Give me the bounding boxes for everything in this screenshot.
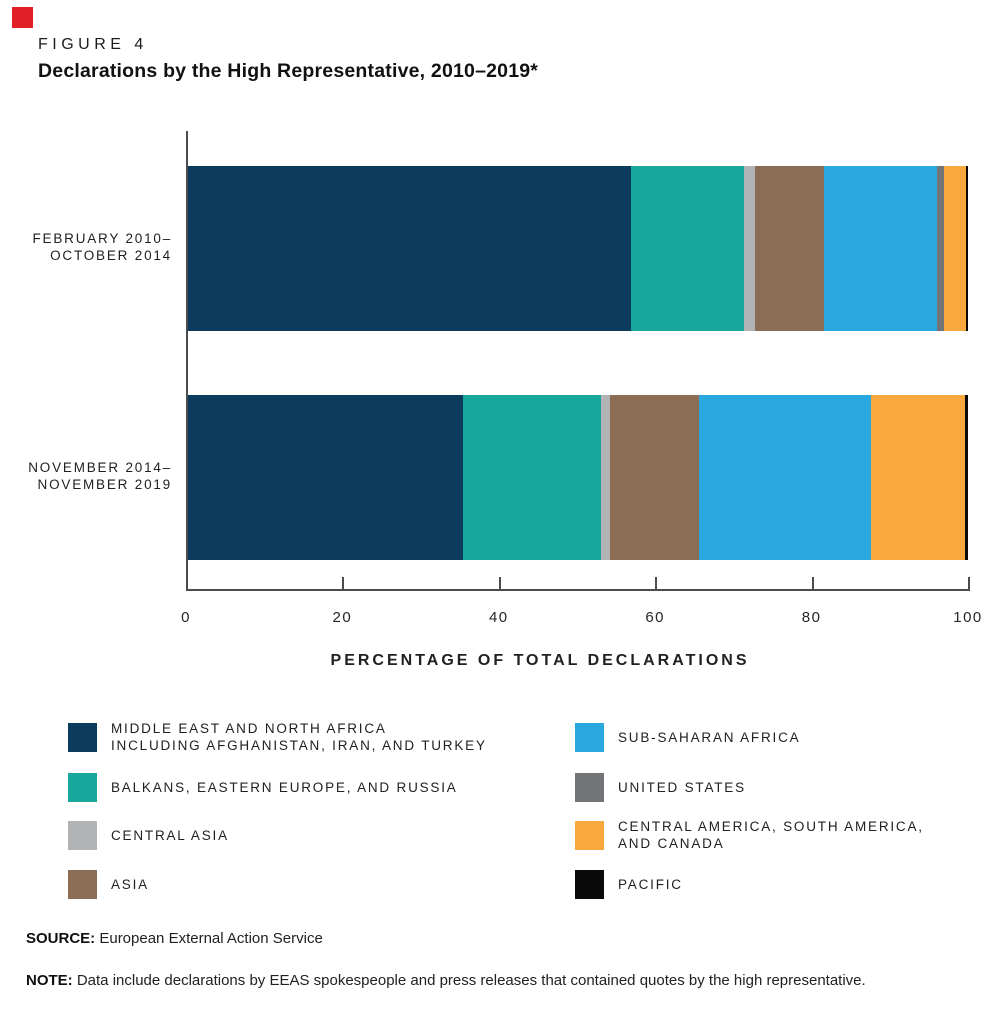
note-label: NOTE: (26, 972, 73, 989)
bar-segment (698, 395, 872, 560)
legend-swatch (575, 772, 604, 802)
legend-label: ASIA (111, 876, 149, 893)
legend-label-line: INCLUDING AFGHANISTAN, IRAN, AND TURKEY (111, 738, 487, 753)
legend-label: CENTRAL ASIA (111, 827, 229, 844)
source-line: SOURCE: European External Action Service (26, 930, 323, 947)
axis-tick-label: 60 (645, 609, 666, 626)
bar-segment (965, 166, 968, 331)
bar-segment (823, 166, 937, 331)
x-axis-line (186, 589, 970, 591)
bar-segment (462, 395, 601, 560)
axis-tick-label: 0 (181, 609, 191, 626)
bar-segment (609, 395, 699, 560)
axis-tick-label: 40 (488, 609, 509, 626)
note-line: NOTE: Data include declarations by EEAS … (26, 972, 866, 989)
legend-item: BALKANS, EASTERN EUROPE, AND RUSSIA (68, 772, 458, 802)
legend-label-line: UNITED STATES (618, 779, 746, 795)
axis-tick (342, 577, 345, 589)
note-text: Data include declarations by EEAS spokes… (76, 972, 866, 989)
legend-swatch (575, 722, 604, 752)
stacked-bar (188, 395, 968, 560)
figure-title: Declarations by the High Representative,… (38, 60, 539, 82)
legend-item: SUB-SAHARAN AFRICA (575, 722, 800, 752)
legend-label-line: AND CANADA (618, 836, 725, 851)
x-axis-title: PERCENTAGE OF TOTAL DECLARATIONS (330, 652, 750, 669)
legend-label-line: BALKANS, EASTERN EUROPE, AND RUSSIA (111, 779, 458, 795)
legend-label-line: PACIFIC (618, 876, 683, 892)
legend-label-line: CENTRAL AMERICA, SOUTH AMERICA, (618, 819, 924, 834)
bar-segment (188, 395, 463, 560)
axis-tick-label: 20 (332, 609, 353, 626)
legend-swatch (68, 772, 97, 802)
axis-tick (655, 577, 658, 589)
bar-segment (964, 395, 968, 560)
bar-category-label: FEBRUARY 2010– OCTOBER 2014 (0, 231, 172, 264)
axis-tick (186, 577, 188, 589)
bar-segment (188, 166, 632, 331)
source-text: European External Action Service (99, 930, 323, 947)
legend-item: PACIFIC (575, 869, 683, 899)
legend-item: MIDDLE EAST AND NORTH AFRICA INCLUDING AF… (68, 720, 487, 754)
axis-tick (811, 577, 814, 589)
legend-label: SUB-SAHARAN AFRICA (618, 729, 800, 746)
legend-item: UNITED STATES (575, 772, 746, 802)
bar-segment (936, 166, 944, 331)
bar-category-label-line: NOVEMBER 2019 (37, 476, 172, 492)
y-axis-line (186, 131, 188, 591)
bar-segment (943, 166, 966, 331)
legend-label: BALKANS, EASTERN EUROPE, AND RUSSIA (111, 779, 458, 796)
stacked-bar (188, 166, 968, 331)
legend-label-line: MIDDLE EAST AND NORTH AFRICA (111, 721, 387, 736)
legend-swatch (575, 820, 604, 850)
legend-swatch (68, 820, 97, 850)
legend-label: PACIFIC (618, 876, 683, 893)
axis-tick (968, 577, 970, 589)
axis-tick-label: 80 (801, 609, 822, 626)
bar-category-label-line: FEBRUARY 2010– (32, 231, 172, 246)
axis-tick-label: 100 (953, 609, 983, 626)
legend-item: CENTRAL ASIA (68, 820, 229, 850)
legend-label: MIDDLE EAST AND NORTH AFRICA INCLUDING AF… (111, 720, 487, 754)
bar-segment (744, 166, 756, 331)
bar-category-label-line: OCTOBER 2014 (50, 247, 172, 263)
axis-tick (498, 577, 501, 589)
legend-label-line: CENTRAL ASIA (111, 827, 229, 843)
legend-item: ASIA (68, 869, 149, 899)
bar-segment (600, 395, 610, 560)
bar-category-label-line: NOVEMBER 2014– (28, 460, 172, 475)
figure-number: FIGURE 4 (38, 36, 148, 53)
source-label: SOURCE: (26, 930, 96, 947)
legend-item: CENTRAL AMERICA, SOUTH AMERICA, AND CANAD… (575, 818, 924, 852)
legend-label-line: SUB-SAHARAN AFRICA (618, 729, 801, 745)
legend-label-line: ASIA (111, 876, 149, 892)
bar-segment (871, 395, 965, 560)
bar-segment (755, 166, 824, 331)
legend-label: CENTRAL AMERICA, SOUTH AMERICA, AND CANAD… (618, 818, 924, 852)
bar-segment (631, 166, 745, 331)
brand-accent-square (12, 7, 33, 28)
legend-swatch (68, 869, 97, 899)
legend-label: UNITED STATES (618, 779, 746, 796)
legend-swatch (575, 869, 604, 899)
legend-swatch (68, 722, 97, 752)
bar-category-label: NOVEMBER 2014– NOVEMBER 2019 (0, 460, 172, 493)
